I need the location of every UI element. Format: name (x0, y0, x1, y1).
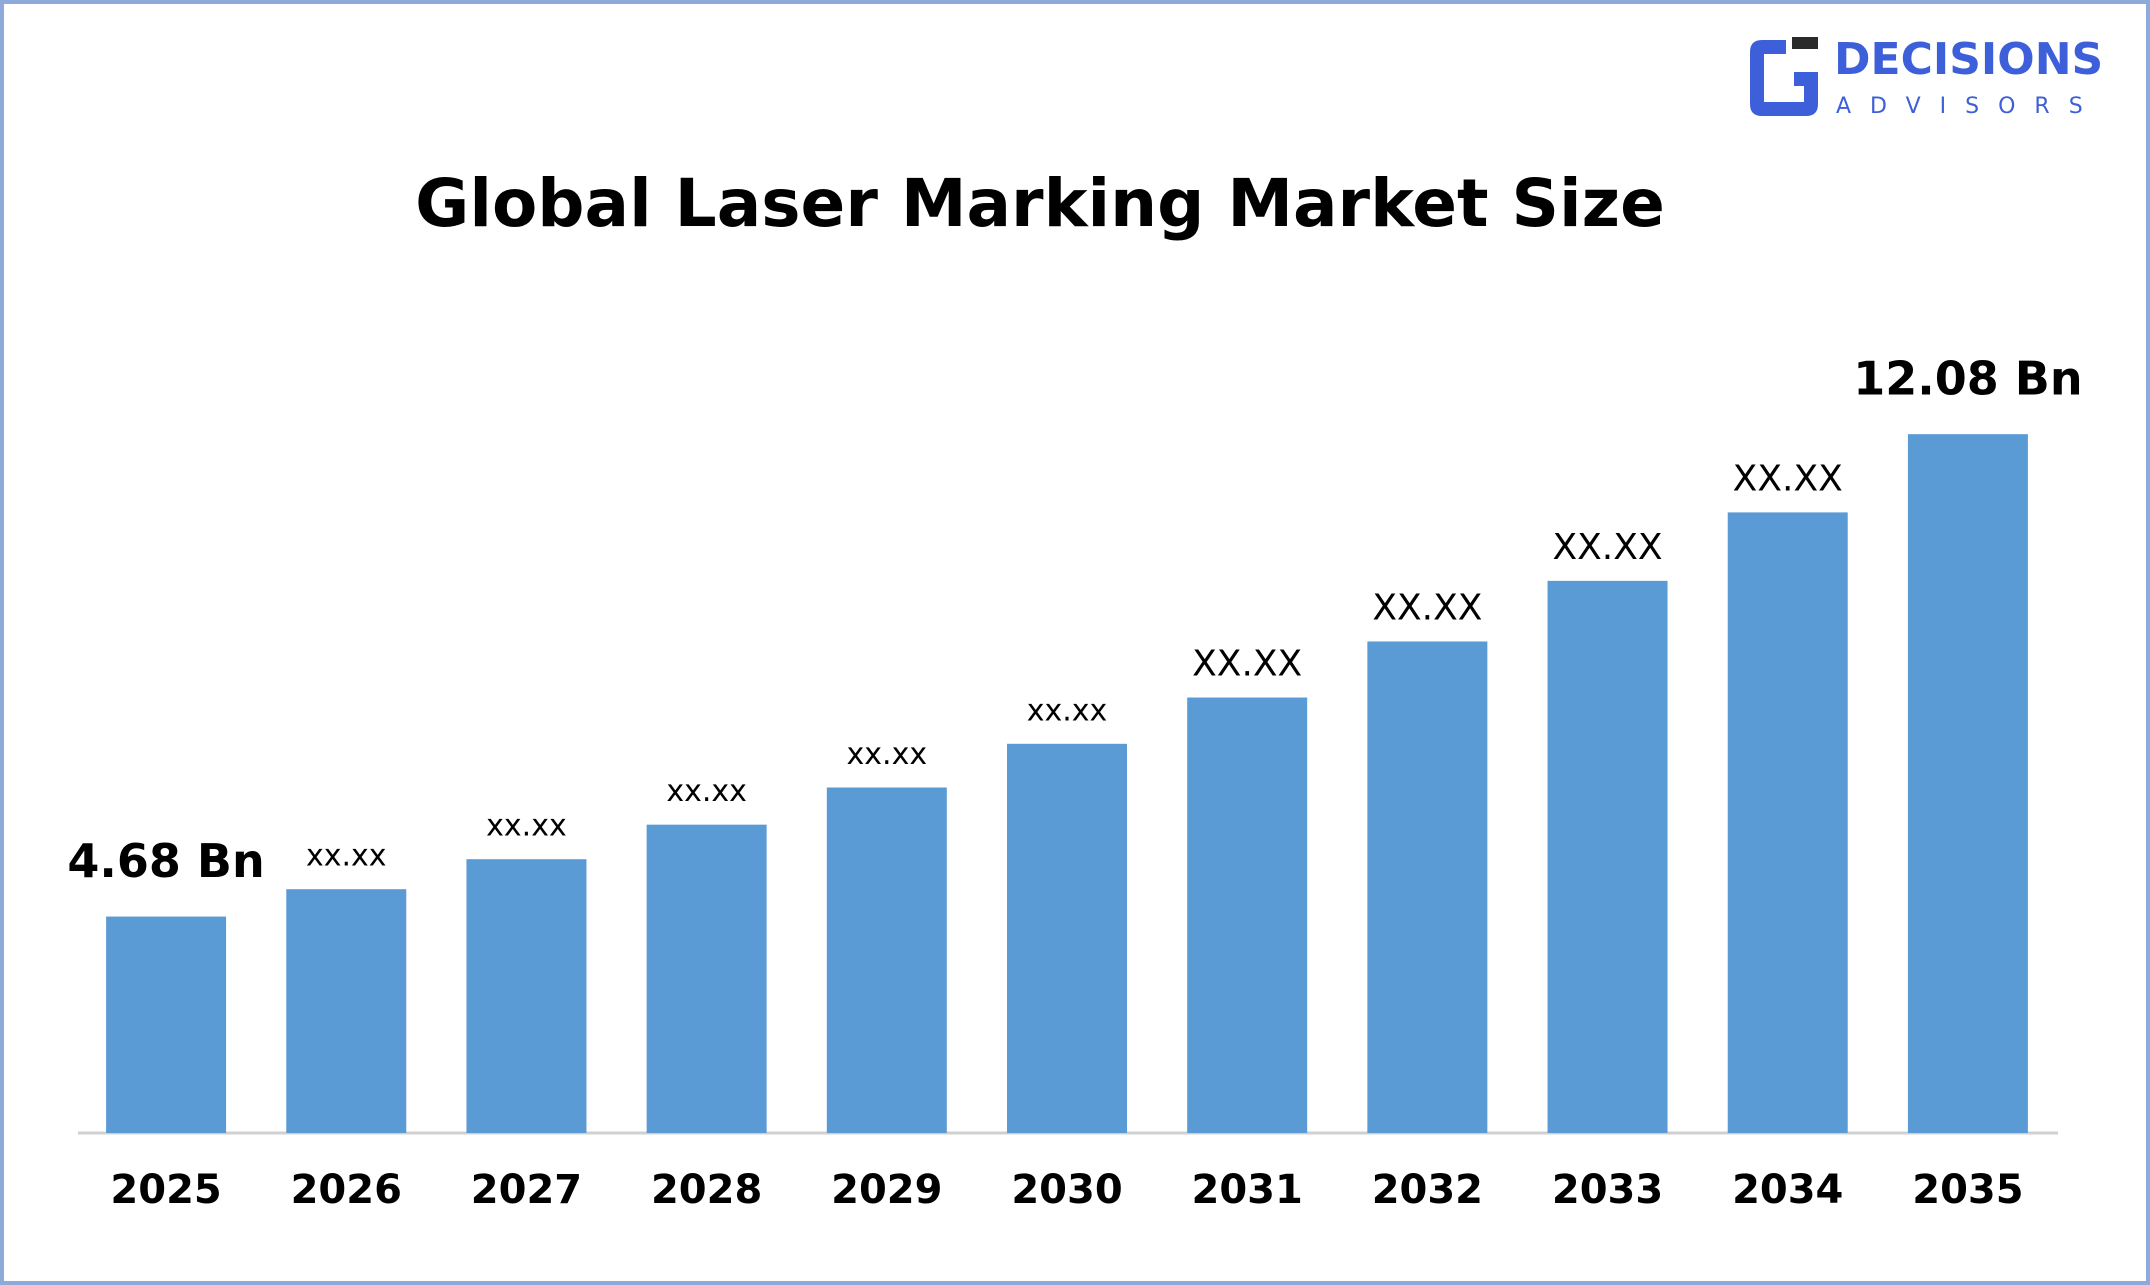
x-tick-label: 2029 (831, 1167, 942, 1213)
value-label: xx.xx (306, 839, 387, 874)
x-tick-label: 2035 (1912, 1167, 2023, 1213)
value-label: xx.xx (1027, 693, 1108, 728)
value-label: 12.08 Bn (1853, 352, 2082, 406)
value-label: xx.xx (486, 809, 567, 844)
x-tick-label: 2028 (651, 1167, 762, 1213)
chart-title: Global Laser Marking Market Size (415, 165, 1665, 242)
logo-icon (1750, 40, 1818, 116)
bar (646, 824, 767, 1133)
x-tick-label: 2031 (1192, 1167, 1303, 1213)
value-label: XX.XX (1733, 458, 1843, 499)
bar (1727, 512, 1848, 1133)
logo-icon-accent (1792, 37, 1818, 49)
bar (1907, 434, 2028, 1133)
bar (826, 787, 947, 1133)
x-tick-label: 2030 (1011, 1167, 1122, 1213)
value-label: 4.68 Bn (67, 834, 264, 888)
x-tick-label: 2027 (471, 1167, 582, 1213)
bar (1367, 641, 1488, 1133)
x-tick-label: 2032 (1372, 1167, 1483, 1213)
bar (1547, 580, 1668, 1133)
value-label: XX.XX (1552, 527, 1662, 568)
x-tick-label: 2026 (291, 1167, 402, 1213)
x-tick-label: 2034 (1732, 1167, 1843, 1213)
x-tick-label: 2033 (1552, 1167, 1663, 1213)
x-tick-label: 2025 (110, 1167, 221, 1213)
value-label: xx.xx (666, 774, 747, 809)
logo-name: DECISIONS (1834, 34, 2103, 85)
bar (1007, 743, 1127, 1133)
value-label: xx.xx (847, 737, 928, 772)
bar (286, 889, 407, 1133)
logo: DECISIONS ADVISORS (1750, 34, 2103, 119)
bar (106, 916, 227, 1133)
bar (466, 859, 587, 1133)
logo-tagline: ADVISORS (1836, 94, 2102, 119)
bar (1187, 697, 1308, 1133)
value-label: XX.XX (1372, 587, 1482, 628)
value-label: XX.XX (1192, 644, 1302, 685)
